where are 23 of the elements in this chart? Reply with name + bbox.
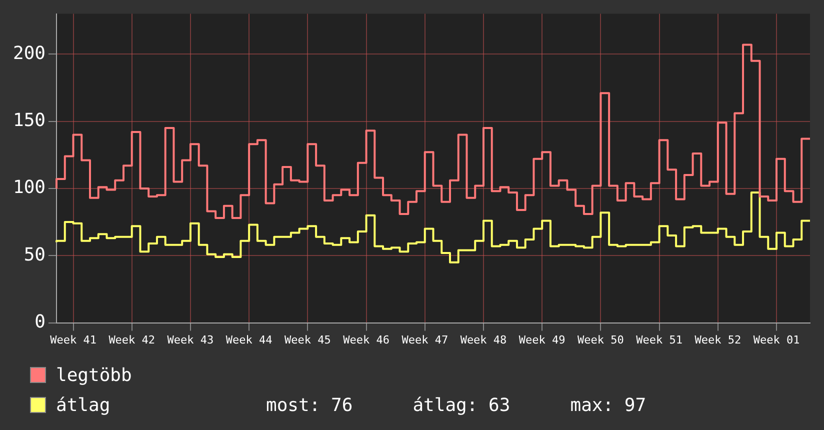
- x-tick-label: Week 47: [402, 333, 448, 346]
- text: átlag: 63: [412, 394, 510, 416]
- text: most: 76: [266, 394, 353, 416]
- x-tick-label: Week 43: [167, 333, 214, 346]
- x-tick-label: Week 52: [694, 333, 742, 346]
- x-tick-label: Week 41: [50, 333, 96, 346]
- y-tick-label: 0: [34, 311, 46, 332]
- x-tick-label: Week 48: [460, 333, 507, 346]
- x-tick-label: Week 45: [284, 333, 331, 346]
- x-tick-label: Week 46: [343, 333, 390, 346]
- x-tick-label: Week 42: [108, 333, 156, 346]
- x-tick-label: Week 50: [578, 333, 624, 346]
- x-tick-label: Week 49: [518, 333, 566, 346]
- x-tick-label: Week 51: [636, 333, 682, 346]
- legend-label: legtöbb: [56, 364, 133, 386]
- y-tick-label: 200: [12, 42, 46, 64]
- text: max: 97: [570, 394, 646, 416]
- x-tick-label: Week 01: [753, 333, 800, 346]
- y-tick-label: 150: [12, 110, 46, 131]
- legend-label: átlag: [56, 394, 112, 416]
- x-tick-label: Week 44: [226, 333, 273, 346]
- y-tick-label: 100: [12, 177, 46, 198]
- y-tick-label: 50: [24, 244, 46, 266]
